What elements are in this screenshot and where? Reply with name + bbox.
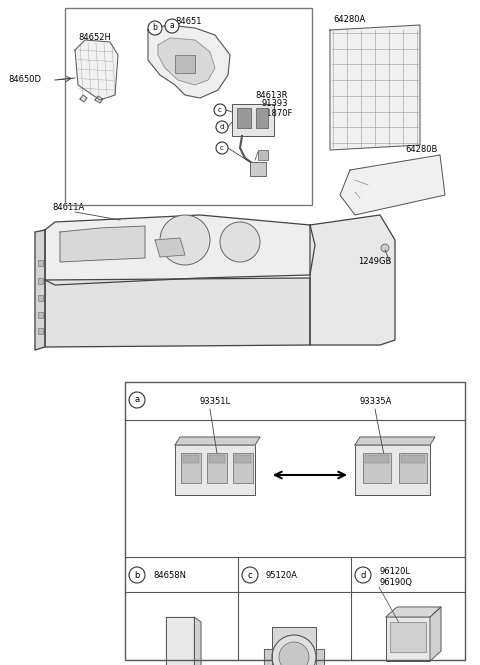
Bar [38, 260, 43, 266]
Bar [235, 455, 251, 463]
Bar [232, 104, 274, 136]
Polygon shape [194, 617, 201, 665]
Circle shape [355, 567, 371, 583]
Polygon shape [45, 278, 310, 347]
Text: 1249GB: 1249GB [358, 257, 391, 267]
Text: 64280A: 64280A [333, 15, 365, 25]
Polygon shape [158, 38, 215, 85]
Bar [258, 150, 268, 160]
Polygon shape [166, 617, 194, 665]
Bar [207, 453, 227, 483]
Circle shape [129, 567, 145, 583]
Bar [363, 453, 391, 483]
Bar [237, 108, 251, 128]
Polygon shape [75, 40, 118, 100]
Text: d: d [360, 571, 366, 579]
Text: c: c [218, 107, 222, 113]
Bar [256, 108, 268, 128]
Text: 93335A: 93335A [360, 398, 392, 406]
Polygon shape [330, 25, 420, 150]
Polygon shape [175, 437, 260, 445]
Bar [38, 278, 43, 284]
Bar [401, 455, 425, 463]
Bar [175, 445, 255, 495]
Polygon shape [264, 649, 272, 665]
Text: 84652H: 84652H [78, 33, 111, 43]
Text: d: d [220, 124, 224, 130]
Text: 96120L: 96120L [379, 567, 410, 575]
Text: 64280B: 64280B [405, 146, 437, 154]
Bar [272, 627, 316, 655]
Bar [65, 8, 312, 205]
Circle shape [148, 21, 162, 35]
Text: b: b [134, 571, 140, 579]
Text: a: a [134, 396, 140, 404]
Circle shape [381, 244, 389, 252]
Text: 84658N: 84658N [153, 571, 186, 579]
Circle shape [279, 642, 309, 665]
Polygon shape [35, 230, 45, 350]
Text: b: b [153, 23, 157, 33]
Polygon shape [310, 215, 395, 345]
Polygon shape [430, 607, 441, 661]
Circle shape [216, 142, 228, 154]
Polygon shape [355, 437, 435, 445]
Polygon shape [340, 155, 445, 215]
Polygon shape [386, 607, 441, 617]
Bar [386, 617, 430, 661]
Polygon shape [155, 238, 185, 257]
Circle shape [220, 222, 260, 262]
Bar [38, 295, 43, 301]
Bar [209, 455, 225, 463]
Polygon shape [148, 25, 230, 98]
Bar [183, 455, 199, 463]
Polygon shape [95, 96, 103, 103]
Text: 84613R: 84613R [255, 90, 288, 100]
Bar [38, 312, 43, 318]
Text: 96190Q: 96190Q [379, 579, 412, 587]
Bar [355, 445, 430, 495]
Text: 84650D: 84650D [8, 76, 41, 84]
Bar [250, 162, 266, 176]
Circle shape [214, 104, 226, 116]
Polygon shape [316, 649, 324, 665]
Bar [399, 453, 427, 483]
Text: 95120A: 95120A [266, 571, 298, 579]
Bar [125, 382, 465, 660]
Bar [181, 453, 201, 483]
Text: 93351L: 93351L [200, 398, 231, 406]
Text: a: a [169, 21, 174, 31]
Bar [233, 453, 253, 483]
Bar [365, 455, 389, 463]
Text: c: c [220, 145, 224, 151]
Circle shape [272, 635, 316, 665]
Circle shape [129, 392, 145, 408]
Text: c: c [248, 571, 252, 579]
Circle shape [242, 567, 258, 583]
Bar [175, 55, 195, 73]
Text: 91393: 91393 [262, 100, 288, 108]
Polygon shape [80, 95, 87, 102]
Text: 91870F: 91870F [262, 108, 293, 118]
Circle shape [160, 215, 210, 265]
Bar [38, 328, 43, 334]
Text: 84611A: 84611A [52, 203, 84, 213]
Text: 84651: 84651 [175, 17, 202, 27]
Polygon shape [60, 226, 145, 262]
Circle shape [165, 19, 179, 33]
Circle shape [216, 121, 228, 133]
Polygon shape [45, 215, 315, 285]
Bar [390, 622, 426, 652]
